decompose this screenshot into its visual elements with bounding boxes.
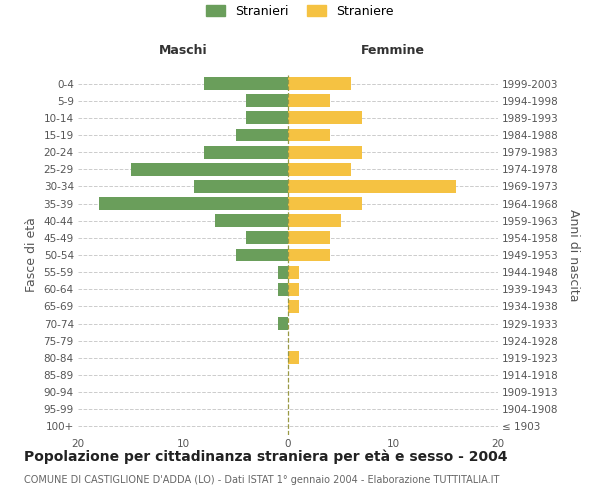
Bar xyxy=(246,94,288,107)
Bar xyxy=(204,146,288,158)
Bar xyxy=(288,163,351,175)
Text: Femmine: Femmine xyxy=(361,44,425,58)
Bar xyxy=(288,214,341,227)
Bar xyxy=(288,197,361,210)
Bar xyxy=(288,352,299,364)
Y-axis label: Anni di nascita: Anni di nascita xyxy=(567,209,580,301)
Bar xyxy=(246,232,288,244)
Bar xyxy=(288,300,299,313)
Bar xyxy=(246,112,288,124)
Bar xyxy=(288,180,456,193)
Bar xyxy=(288,248,330,262)
Bar xyxy=(193,180,288,193)
Bar xyxy=(99,197,288,210)
Y-axis label: Fasce di età: Fasce di età xyxy=(25,218,38,292)
Legend: Stranieri, Straniere: Stranieri, Straniere xyxy=(202,0,398,23)
Bar xyxy=(288,146,361,158)
Bar xyxy=(277,317,288,330)
Bar xyxy=(277,266,288,278)
Bar xyxy=(235,248,288,262)
Bar xyxy=(130,163,288,175)
Bar xyxy=(288,266,299,278)
Bar xyxy=(288,283,299,296)
Text: Popolazione per cittadinanza straniera per età e sesso - 2004: Popolazione per cittadinanza straniera p… xyxy=(24,450,508,464)
Bar xyxy=(277,283,288,296)
Bar xyxy=(288,77,351,90)
Text: COMUNE DI CASTIGLIONE D'ADDA (LO) - Dati ISTAT 1° gennaio 2004 - Elaborazione TU: COMUNE DI CASTIGLIONE D'ADDA (LO) - Dati… xyxy=(24,475,499,485)
Bar xyxy=(204,77,288,90)
Bar xyxy=(215,214,288,227)
Bar xyxy=(288,232,330,244)
Bar xyxy=(288,94,330,107)
Text: Maschi: Maschi xyxy=(158,44,208,58)
Bar xyxy=(235,128,288,141)
Bar xyxy=(288,112,361,124)
Bar xyxy=(288,128,330,141)
